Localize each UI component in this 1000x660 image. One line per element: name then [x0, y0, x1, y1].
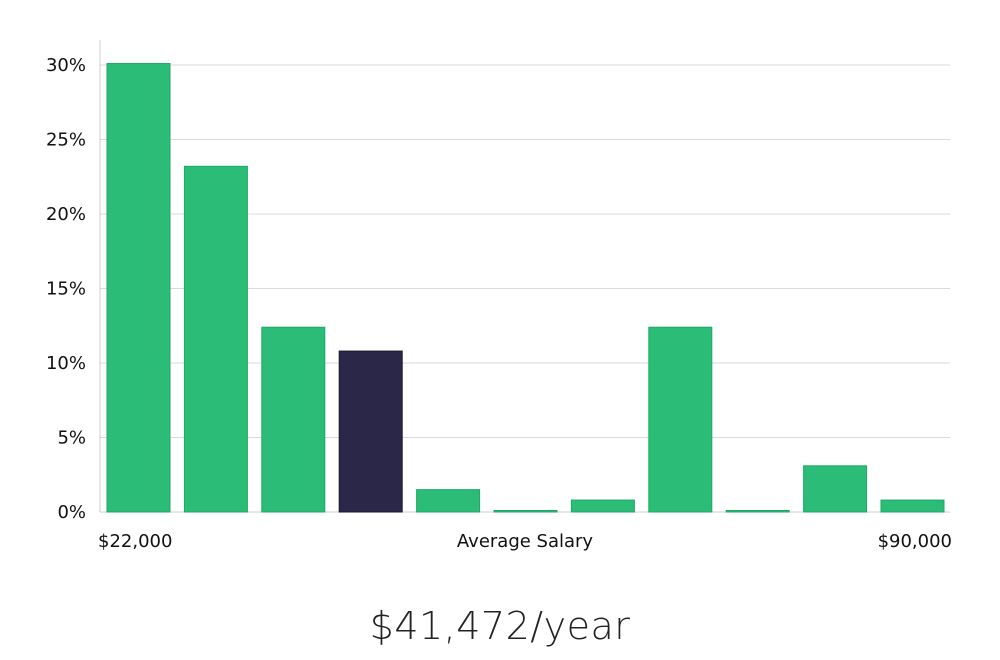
bar	[725, 510, 790, 513]
y-tick-label: 0%	[57, 502, 86, 523]
bar	[261, 326, 326, 513]
bar	[803, 465, 868, 513]
bar	[648, 326, 713, 513]
bars	[106, 63, 945, 513]
bar	[416, 489, 481, 513]
bar	[106, 63, 171, 513]
y-tick-label: 25%	[46, 130, 86, 151]
bar-highlight	[338, 350, 403, 513]
bar	[880, 499, 945, 513]
y-tick-label: 30%	[46, 55, 86, 76]
y-tick-label: 20%	[46, 204, 86, 225]
bar	[570, 499, 635, 513]
average-salary-value: $41,472/year	[369, 604, 631, 648]
x-max-label: $90,000	[878, 531, 952, 552]
x-min-label: $22,000	[98, 531, 172, 552]
labels: 0% 5% 10% 15% 20% 25% 30% $22,000 Average Salary…	[46, 55, 952, 552]
y-tick-label: 15%	[46, 279, 86, 300]
y-tick-label: 5%	[57, 428, 86, 449]
bar	[493, 510, 558, 513]
x-axis-title: Average Salary	[457, 531, 594, 552]
y-tick-label: 10%	[46, 353, 86, 374]
bar	[183, 165, 248, 513]
